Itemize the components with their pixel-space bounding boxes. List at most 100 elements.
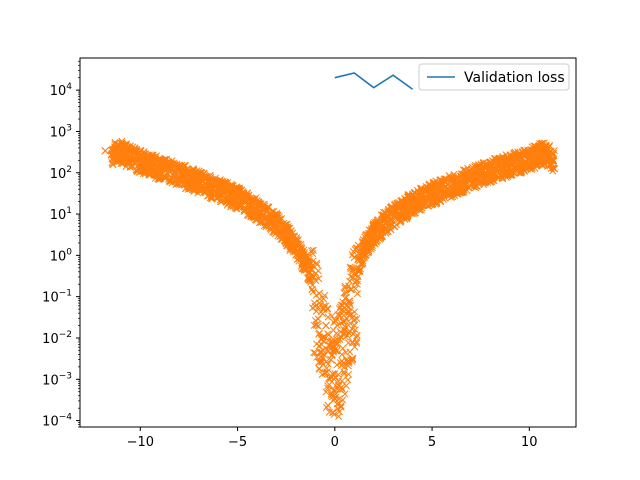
scatter-point	[185, 168, 193, 177]
scatter-point	[282, 240, 290, 248]
scatter-point	[235, 201, 243, 209]
scatter-point	[433, 195, 441, 203]
scatter-point	[426, 189, 434, 197]
scatter-point	[136, 158, 144, 166]
scatter-point	[208, 194, 216, 202]
scatter-point	[318, 370, 326, 378]
scatter-point	[340, 370, 348, 378]
scatter-point	[510, 154, 518, 162]
scatter-point	[305, 270, 313, 278]
scatter-point	[153, 171, 161, 179]
scatter-point	[335, 305, 343, 313]
x-tick-label: 5	[428, 435, 436, 450]
scatter-point	[352, 244, 360, 252]
scatter-point	[319, 353, 327, 362]
scatter-point	[300, 246, 308, 254]
scatter-point	[202, 186, 210, 194]
scatter-point	[353, 331, 361, 339]
scatter-point	[348, 354, 357, 363]
scatter-point	[334, 381, 343, 390]
scatter-point	[311, 317, 320, 325]
scatter-point	[338, 357, 346, 365]
scatter-point	[201, 184, 209, 192]
scatter-point	[535, 154, 543, 162]
y-tick-label: 10−2	[42, 330, 72, 347]
x-tick-label: −10	[127, 435, 154, 450]
scatter-point	[398, 199, 407, 208]
scatter-point	[501, 170, 509, 178]
scatter-point	[111, 143, 119, 151]
scatter-point	[365, 245, 373, 253]
scatter-point	[476, 164, 485, 173]
scatter-point	[141, 169, 149, 177]
scatter-point	[362, 251, 370, 259]
scatter-point	[199, 185, 207, 193]
axes-frame	[79, 57, 577, 428]
legend-label: Validation loss	[464, 70, 565, 86]
scatter-point	[369, 224, 378, 233]
scatter-point	[543, 155, 551, 163]
scatter-point	[328, 336, 336, 345]
scatter-point	[346, 285, 355, 294]
scatter-point	[548, 151, 557, 159]
scatter-point	[193, 183, 202, 191]
scatter-point	[325, 330, 333, 339]
scatter-point	[110, 155, 118, 163]
scatter-point	[475, 175, 483, 183]
scatter-point	[342, 301, 351, 310]
scatter-point	[345, 308, 353, 317]
scatter-point	[223, 184, 232, 193]
scatter-point	[450, 180, 458, 188]
scatter-point	[418, 188, 427, 197]
scatter-point	[488, 176, 496, 184]
scatter-point	[186, 183, 195, 191]
scatter-point	[292, 237, 300, 246]
scatter-point	[496, 158, 505, 167]
scatter-point	[295, 255, 303, 263]
scatter-point	[467, 168, 475, 177]
scatter-point	[264, 203, 272, 211]
scatter-point	[319, 305, 328, 314]
scatter-point	[233, 188, 242, 197]
x-tick-label: 0	[331, 435, 339, 450]
scatter-point	[338, 350, 346, 359]
scatter-point	[321, 291, 329, 300]
scatter-point	[315, 289, 324, 298]
scatter-point	[457, 176, 465, 184]
scatter-point	[506, 156, 514, 164]
scatter-point	[322, 321, 330, 330]
scatter-point	[335, 412, 343, 420]
scatter-point	[330, 396, 338, 404]
scatter-point	[428, 184, 436, 193]
scatter-point	[215, 189, 223, 197]
scatter-point	[348, 251, 356, 259]
validation-loss-line	[334, 72, 414, 90]
scatter-point	[465, 173, 473, 181]
scatter-point	[116, 151, 124, 159]
scatter-point	[433, 197, 441, 206]
scatter-point	[448, 174, 456, 182]
scatter-point	[308, 304, 317, 312]
y-tick-label: 10−1	[42, 289, 72, 306]
scatter-point	[204, 176, 213, 185]
scatter-point	[310, 299, 319, 307]
scatter-point	[132, 155, 140, 163]
scatter-point	[115, 140, 123, 149]
scatter-point	[313, 259, 321, 267]
scatter-point	[360, 239, 368, 247]
scatter-point	[426, 201, 434, 209]
x-tick-label: 10	[521, 435, 538, 450]
scatter-point	[449, 193, 457, 201]
scatter-point	[515, 152, 524, 161]
x-axis: −10 −5 0 5 10	[127, 427, 538, 450]
scatter-point	[386, 224, 394, 233]
scatter-point	[505, 155, 514, 164]
scatter-point	[330, 318, 338, 326]
scatter-point	[282, 224, 291, 233]
scatter-point	[253, 199, 261, 208]
scatter-point	[437, 180, 446, 189]
scatter-point	[378, 212, 386, 220]
scatter-point	[348, 325, 356, 333]
scatter-point	[460, 186, 468, 194]
scatter-point	[324, 313, 332, 321]
